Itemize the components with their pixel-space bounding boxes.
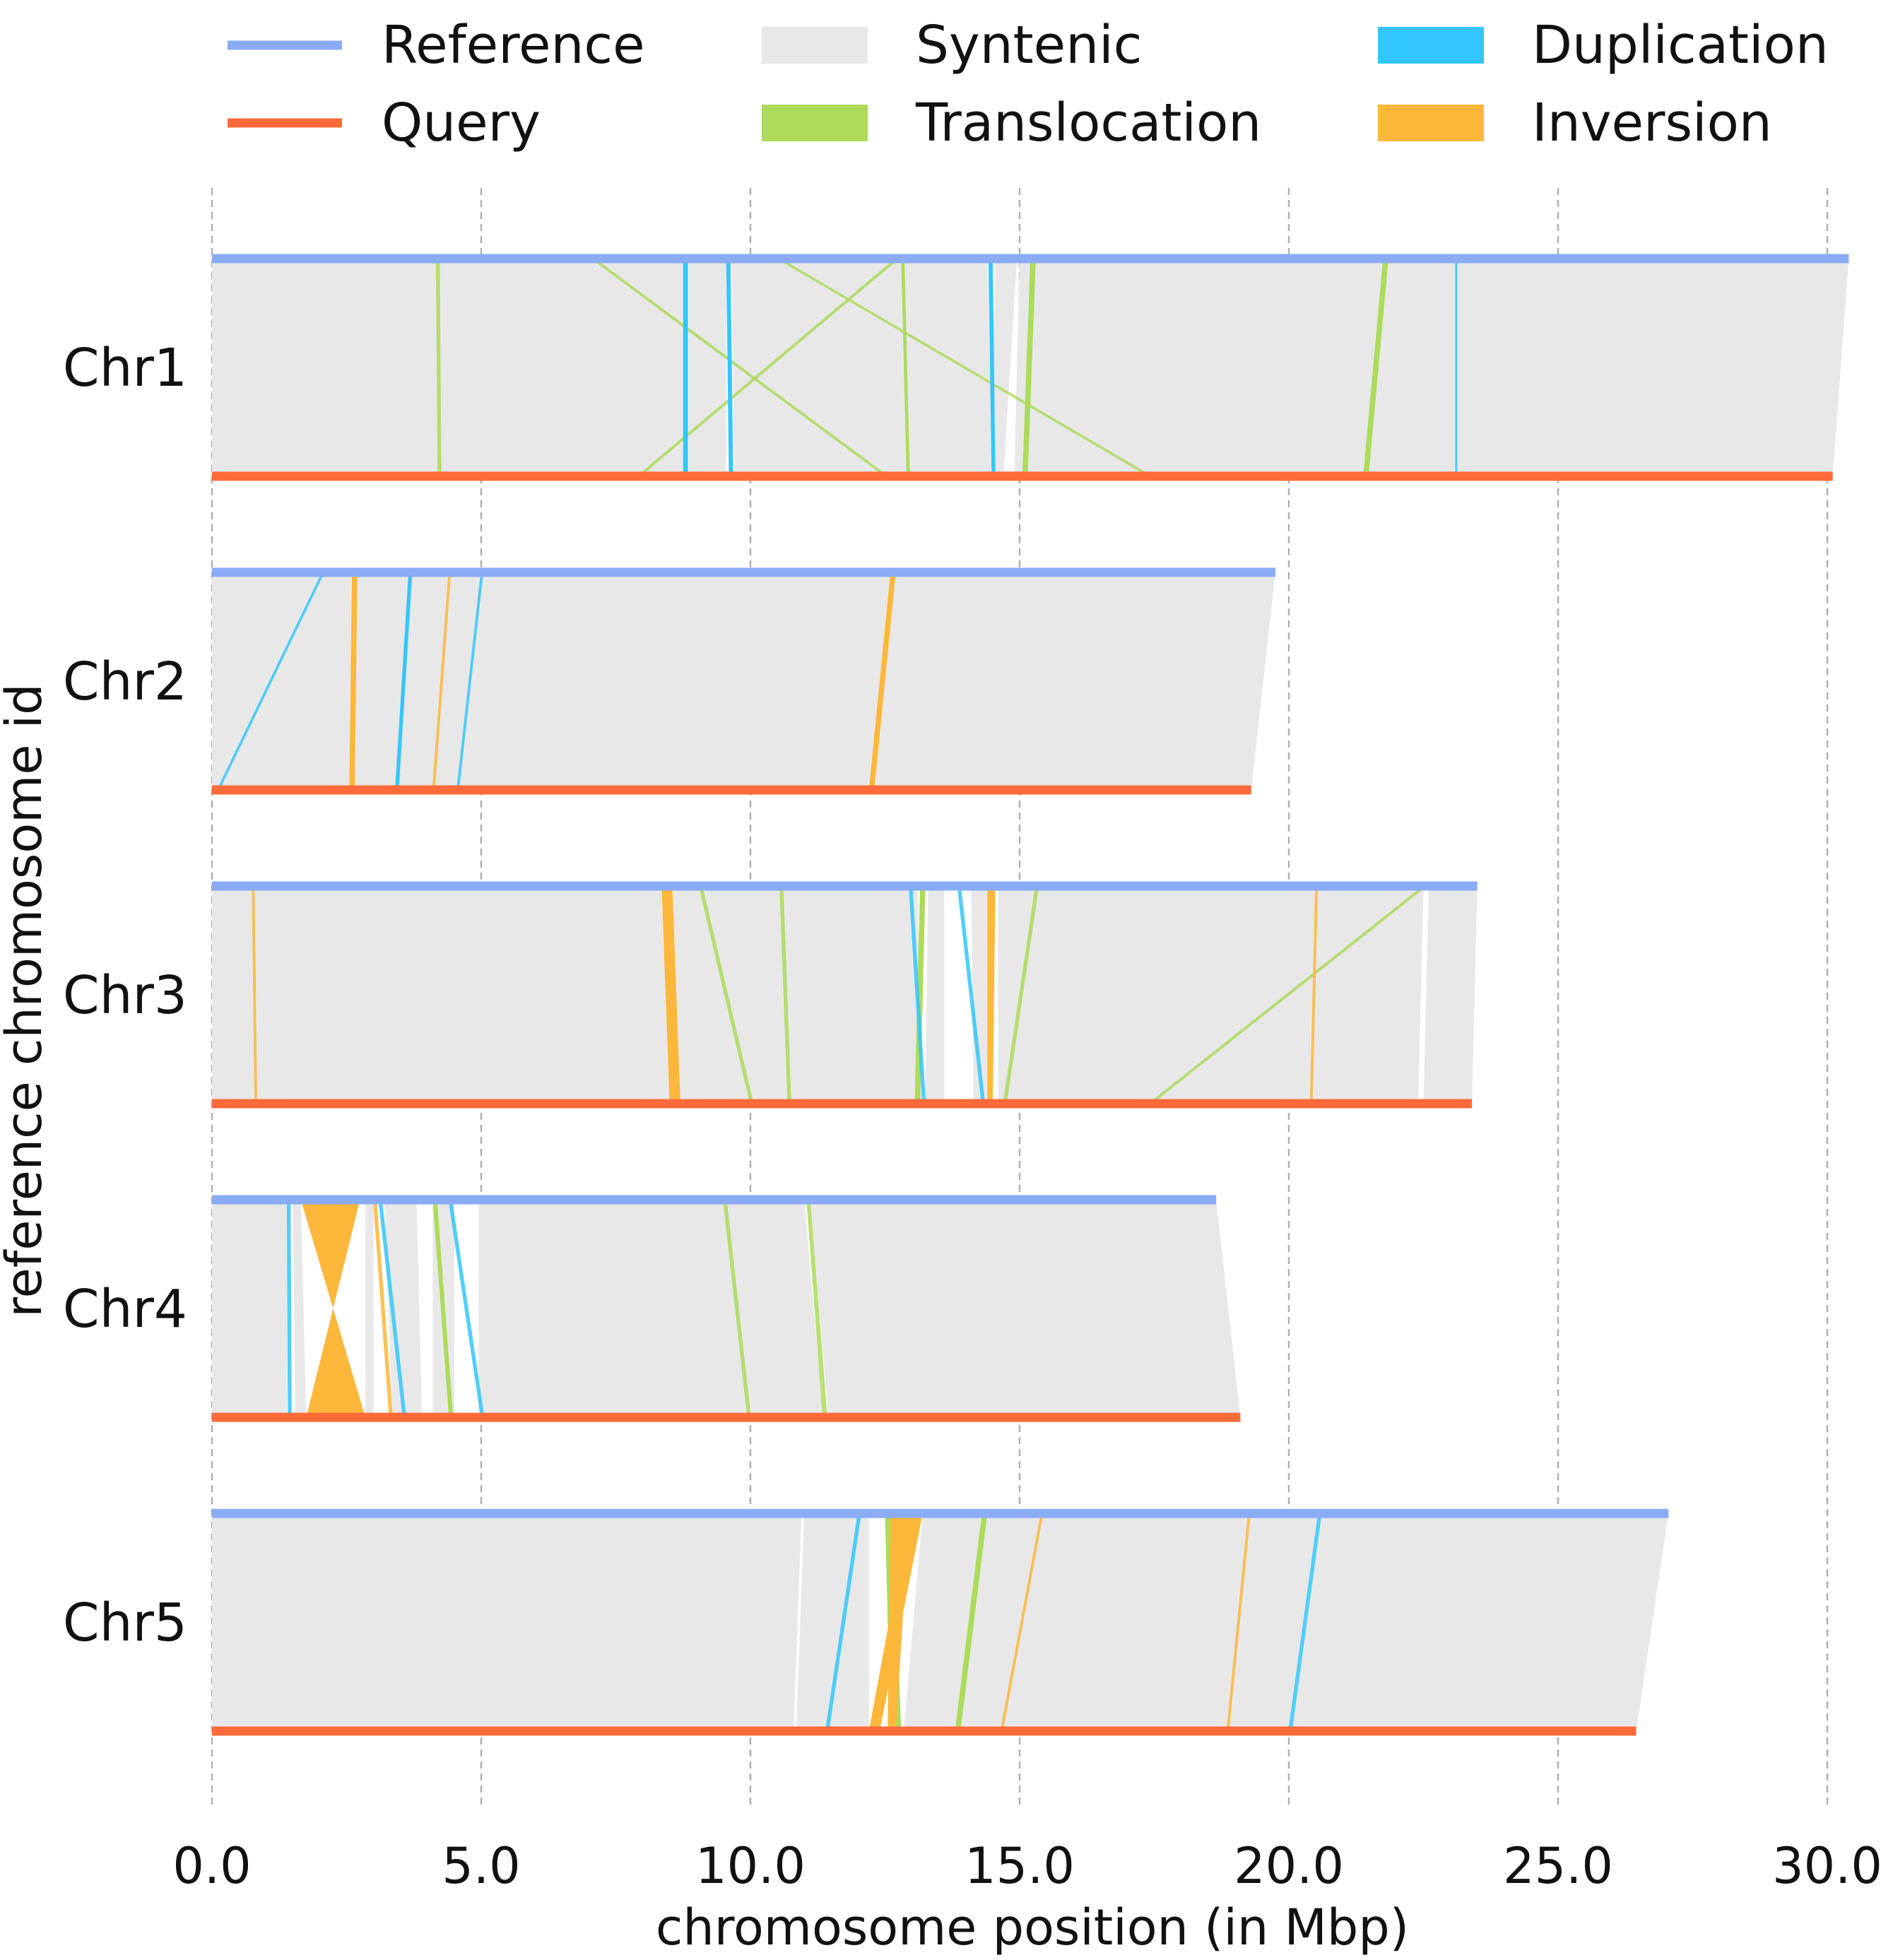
legend-label: Query — [382, 93, 541, 153]
legend-label: Inversion — [1532, 93, 1772, 153]
syntenic-block — [998, 886, 1424, 1104]
x-tick-label: 0.0 — [172, 1837, 251, 1895]
legend-label: Translocation — [915, 93, 1261, 153]
inversion-block — [987, 886, 996, 1104]
chromosome-labels: Chr1 Chr2 Chr3 Chr4 Chr5 — [63, 338, 187, 1653]
syntenic-block — [365, 1200, 374, 1417]
duplication-block — [286, 1199, 292, 1418]
translocation-block — [1363, 259, 1388, 476]
chromosome-chr5 — [212, 1509, 1669, 1736]
chromosome-label: Chr5 — [63, 1593, 187, 1653]
chromosome-label: Chr4 — [63, 1279, 187, 1340]
inversion-block — [868, 1513, 923, 1731]
syntenic-block — [1014, 259, 1849, 476]
syntenic-block — [212, 572, 353, 790]
translocation-block — [432, 1200, 454, 1417]
syntenic-block — [925, 886, 945, 1104]
translocation-block — [1022, 259, 1036, 476]
chromosome-label: Chr1 — [63, 338, 187, 399]
syntenic-block — [212, 886, 670, 1104]
syntenic-block — [874, 572, 1275, 790]
syntenic-block — [971, 886, 988, 1104]
legend-swatch-inversion — [1378, 105, 1484, 141]
syntenic-block — [212, 1513, 802, 1731]
syntenic-block — [904, 1513, 1319, 1731]
x-axis: 0.0 5.0 10.0 15.0 20.0 25.0 30.0 — [172, 1837, 1882, 1895]
syntenic-block — [990, 259, 1018, 476]
chromosome-chr3 — [212, 881, 1478, 1109]
chromosome-label: Chr2 — [63, 651, 187, 712]
syntenic-block — [478, 1200, 823, 1417]
syntenic-block — [672, 886, 923, 1104]
x-tick-label: 20.0 — [1234, 1837, 1344, 1895]
syntenic-block — [212, 1200, 288, 1417]
legend-swatch-duplication — [1378, 27, 1484, 64]
x-tick-label: 25.0 — [1503, 1837, 1613, 1895]
inversion-block — [868, 572, 896, 790]
chromosome-label: Chr3 — [63, 965, 187, 1026]
syntenic-block — [688, 259, 726, 476]
y-axis-label: reference chromosome id — [0, 683, 53, 1317]
legend-entry: Query — [228, 93, 541, 153]
duplication-block — [726, 259, 733, 476]
translocation-block — [914, 886, 926, 1104]
legend-swatch-translocation — [762, 105, 868, 141]
inversion-block — [661, 886, 680, 1104]
legend-label: Syntenic — [916, 15, 1142, 76]
syntenic-block — [384, 1200, 423, 1417]
x-axis-label: chromosome position (in Mbp) — [656, 1899, 1409, 1956]
translocation-block — [901, 259, 910, 476]
x-tick-label: 15.0 — [965, 1837, 1075, 1895]
x-tick-label: 5.0 — [442, 1837, 520, 1895]
chromosome-chr1 — [212, 254, 1849, 481]
legend-entry: Translocation — [762, 93, 1261, 153]
legend: Reference Syntenic Duplication Query Translo… — [228, 15, 1829, 153]
syntenic-block — [1423, 886, 1478, 1104]
legend-entry: Inversion — [1378, 93, 1772, 153]
inversion-block — [349, 572, 358, 790]
x-tick-label: 30.0 — [1772, 1837, 1882, 1895]
legend-label: Duplication — [1532, 15, 1829, 76]
syntenic-block — [809, 1200, 1241, 1417]
legend-swatch-syntenic — [762, 27, 868, 64]
legend-label: Reference — [382, 15, 645, 76]
syntenic-block — [352, 572, 891, 790]
legend-entry: Reference — [228, 15, 645, 76]
chromosome-chr2 — [212, 567, 1275, 795]
x-tick-label: 10.0 — [695, 1837, 806, 1895]
duplication-block — [395, 572, 413, 790]
syntenic-block — [293, 1200, 307, 1417]
syntenic-block — [212, 259, 683, 476]
translocation-block — [955, 1513, 988, 1731]
syntenic-block — [1291, 1513, 1669, 1731]
legend-entry: Syntenic — [762, 15, 1142, 76]
duplication-block — [988, 259, 996, 476]
inversion-block — [300, 1200, 366, 1417]
duplication-block — [683, 259, 688, 476]
chromosome-tracks — [212, 254, 1849, 1736]
syntenic-block — [731, 259, 993, 476]
legend-entry: Duplication — [1378, 15, 1829, 76]
duplication-block — [1455, 258, 1458, 477]
chromosome-chr4 — [212, 1195, 1241, 1422]
